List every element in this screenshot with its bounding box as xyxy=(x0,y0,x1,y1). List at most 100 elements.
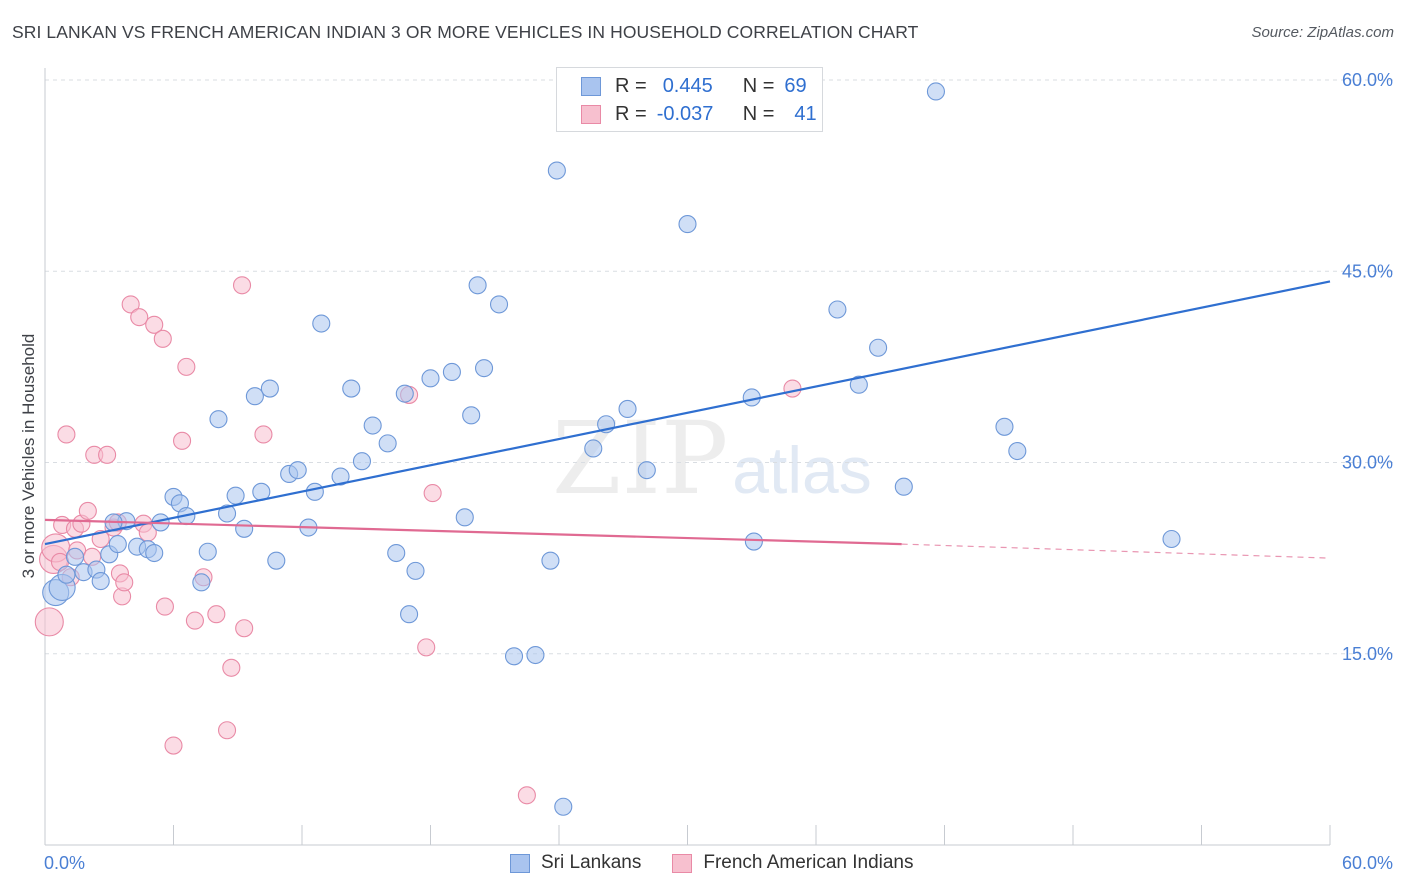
point-french-american-indians xyxy=(115,573,134,592)
point-sri-lankans xyxy=(828,300,847,319)
point-sri-lankans xyxy=(198,542,217,561)
point-sri-lankans xyxy=(400,605,419,624)
legend-item-sri-lankans[interactable]: Sri Lankans xyxy=(510,852,641,874)
point-sri-lankans xyxy=(894,477,913,496)
point-sri-lankans xyxy=(618,399,637,419)
point-french-american-indians xyxy=(57,425,76,444)
point-sri-lankans xyxy=(387,543,406,563)
point-sri-lankans xyxy=(554,797,573,816)
point-sri-lankans xyxy=(526,645,545,665)
legend-label-sri-lankans: Sri Lankans xyxy=(541,852,642,873)
trend-line-french-american-indians-extension xyxy=(901,543,1331,559)
legend-label-french-american-indians: French American Indians xyxy=(703,852,914,873)
point-sri-lankans xyxy=(1008,441,1027,461)
point-french-american-indians xyxy=(130,308,149,327)
y-axis-label: 3 or more Vehicles in Household xyxy=(19,334,38,579)
legend-n-label: N = xyxy=(742,102,775,125)
trend-line-french-american-indians xyxy=(44,518,902,546)
point-sri-lankans xyxy=(352,452,372,471)
legend-r-value: 0.445 xyxy=(662,74,713,97)
point-sri-lankans xyxy=(849,375,868,394)
point-french-american-indians xyxy=(78,501,97,521)
point-sri-lankans xyxy=(489,295,509,314)
point-sri-lankans xyxy=(406,561,425,580)
point-sri-lankans xyxy=(504,647,524,666)
legend-n-label: N = xyxy=(742,74,775,97)
legend-r-label: R = xyxy=(615,74,647,97)
trend-lines xyxy=(44,280,1331,559)
point-sri-lankans xyxy=(584,439,603,458)
point-sri-lankans xyxy=(209,410,228,429)
legend-swatch-blue xyxy=(581,76,601,96)
chart-title: SRI LANKAN VS FRENCH AMERICAN INDIAN 3 O… xyxy=(12,22,919,42)
watermark-atlas: atlas xyxy=(732,433,872,507)
gridlines xyxy=(45,79,1395,655)
point-french-american-indians xyxy=(34,607,64,637)
series-legend: Sri Lankans French American Indians xyxy=(510,852,945,874)
point-sri-lankans xyxy=(342,379,361,398)
x-tick-label-min: 0.0% xyxy=(44,853,85,873)
legend-item-french-american-indians[interactable]: French American Indians xyxy=(672,852,914,874)
series-french-american-indians xyxy=(34,276,802,805)
point-sri-lankans xyxy=(108,535,127,554)
point-french-american-indians xyxy=(235,619,254,638)
point-french-american-indians xyxy=(423,484,442,503)
point-french-american-indians xyxy=(177,357,196,376)
point-sri-lankans xyxy=(462,406,481,425)
point-sri-lankans xyxy=(260,379,279,398)
point-sri-lankans xyxy=(744,532,763,551)
legend-n-value: 41 xyxy=(794,102,817,125)
point-sri-lankans xyxy=(226,486,245,505)
point-sri-lankans xyxy=(678,215,697,234)
point-french-american-indians xyxy=(517,786,536,805)
x-tick-label-max: 60.0% xyxy=(1342,853,1393,873)
series-sri-lankans xyxy=(42,82,1181,816)
point-sri-lankans xyxy=(305,482,324,501)
axes xyxy=(44,68,1331,846)
point-sri-lankans xyxy=(331,467,350,486)
point-sri-lankans xyxy=(192,573,211,592)
y-tick-label: 45.0% xyxy=(1342,261,1393,281)
point-sri-lankans xyxy=(1162,529,1181,549)
correlation-legend: R = 0.445 N = 69 R = -0.037 N = 41 xyxy=(556,67,823,132)
point-french-american-indians xyxy=(207,605,226,624)
legend-row-french-american-indians: R = -0.037 N = 41 xyxy=(581,101,817,127)
point-french-american-indians xyxy=(121,295,140,314)
zipatlas-watermark: ZIPatlas xyxy=(552,400,872,517)
point-french-american-indians xyxy=(98,445,117,464)
legend-row-sri-lankans: R = 0.445 N = 69 xyxy=(581,73,807,99)
chart-source: Source: ZipAtlas.com xyxy=(1251,24,1394,41)
point-sri-lankans xyxy=(995,417,1014,436)
point-sri-lankans xyxy=(267,551,286,570)
point-sri-lankans xyxy=(637,461,656,480)
point-sri-lankans xyxy=(217,504,237,523)
legend-swatch-pink xyxy=(672,853,693,873)
point-french-american-indians xyxy=(145,315,164,334)
point-sri-lankans xyxy=(442,362,461,382)
legend-r-label: R = xyxy=(615,102,647,125)
point-french-american-indians xyxy=(155,597,174,616)
point-sri-lankans xyxy=(378,434,397,453)
point-french-american-indians xyxy=(254,425,273,444)
point-french-american-indians xyxy=(783,379,802,398)
point-sri-lankans xyxy=(145,543,164,563)
point-sri-lankans xyxy=(541,551,560,570)
tick-labels: 15.0% 30.0% 45.0% 60.0% 0.0% 60.0% xyxy=(44,70,1393,873)
point-sri-lankans xyxy=(421,369,440,388)
point-french-american-indians xyxy=(232,276,252,295)
point-sri-lankans xyxy=(57,565,76,584)
point-sri-lankans xyxy=(468,276,487,295)
point-sri-lankans xyxy=(455,508,474,527)
point-french-american-indians xyxy=(417,638,436,657)
point-sri-lankans xyxy=(395,384,414,403)
point-french-american-indians xyxy=(173,431,192,450)
point-sri-lankans xyxy=(235,519,254,538)
y-tick-label: 15.0% xyxy=(1342,644,1393,664)
point-sri-lankans xyxy=(65,547,85,566)
legend-swatch-pink xyxy=(581,104,601,124)
point-french-american-indians xyxy=(217,721,237,740)
point-sri-lankans xyxy=(926,82,945,101)
legend-r-value: -0.037 xyxy=(656,102,714,125)
point-sri-lankans xyxy=(474,359,494,378)
